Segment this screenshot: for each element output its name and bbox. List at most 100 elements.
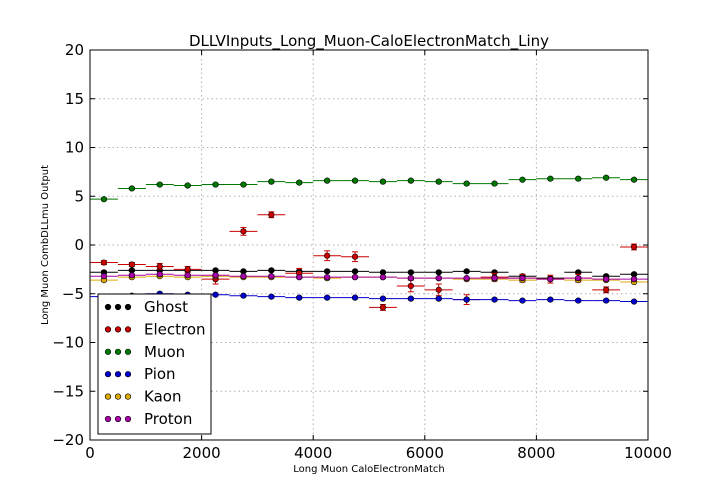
data-point — [463, 268, 470, 275]
legend-marker — [104, 303, 112, 311]
data-point — [407, 177, 414, 184]
data-point — [379, 274, 387, 281]
legend-marker — [114, 303, 122, 311]
data-point — [630, 298, 638, 305]
data-point — [435, 275, 442, 282]
data-point — [407, 295, 414, 302]
data-point — [435, 269, 442, 276]
data-point — [351, 268, 359, 275]
data-point — [519, 176, 526, 183]
data-point — [240, 228, 247, 235]
legend-marker — [104, 393, 112, 400]
legend-item-ghost: Ghost — [104, 298, 188, 316]
data-point — [379, 295, 387, 302]
data-point — [128, 261, 135, 268]
data-point — [268, 211, 275, 218]
legend-marker — [124, 326, 132, 333]
data-point — [603, 286, 610, 293]
data-point — [547, 276, 554, 283]
data-point — [268, 267, 275, 274]
legend-marker — [104, 348, 112, 355]
data-point — [407, 282, 414, 290]
legend-item-electron: Electron — [104, 320, 206, 338]
x-tick-label: 10000 — [624, 444, 672, 462]
data-point — [128, 272, 135, 279]
data-point — [575, 275, 582, 282]
data-point — [156, 263, 163, 270]
data-point — [324, 274, 331, 281]
data-point — [184, 272, 191, 279]
y-axis-label: Long Muon CombDLLmu Output — [40, 165, 51, 325]
x-axis-label: Long Muon CaloElectronMatch — [293, 464, 445, 475]
data-point — [240, 181, 247, 188]
y-tick-label: 0 — [74, 236, 84, 254]
data-point — [268, 178, 275, 185]
data-point — [351, 294, 359, 301]
series-proton — [90, 271, 648, 283]
x-tick-label: 6000 — [406, 444, 444, 462]
data-point — [100, 196, 108, 203]
data-point — [212, 181, 219, 188]
data-point — [100, 273, 108, 280]
legend-label: Electron — [144, 320, 206, 338]
data-point — [156, 181, 163, 188]
data-point — [547, 296, 554, 303]
data-point — [184, 266, 191, 273]
data-point — [324, 294, 331, 301]
x-tick-label: 2000 — [183, 444, 221, 462]
data-point — [212, 291, 219, 298]
y-tick-label: 10 — [65, 139, 84, 157]
data-point — [184, 182, 191, 189]
data-point — [630, 176, 638, 183]
y-tick-label: −5 — [62, 285, 84, 303]
legend-marker — [114, 371, 122, 378]
data-point — [268, 293, 275, 300]
legend-marker — [114, 326, 122, 333]
y-tick-label: 20 — [65, 41, 84, 59]
data-point — [351, 177, 359, 184]
data-point — [351, 274, 359, 281]
legend-marker — [104, 371, 112, 378]
legend-marker — [104, 326, 112, 333]
y-tick-label: −15 — [52, 382, 84, 400]
y-tick-label: 5 — [74, 187, 84, 205]
data-point — [379, 304, 387, 311]
legend-marker — [114, 393, 122, 400]
x-tick-label: 4000 — [294, 444, 332, 462]
data-point — [630, 243, 638, 251]
x-tick-label: 8000 — [517, 444, 555, 462]
data-point — [491, 296, 498, 303]
data-point — [463, 275, 470, 282]
y-tick-label: −10 — [52, 334, 84, 352]
data-point — [519, 297, 526, 304]
data-point — [519, 275, 526, 282]
data-point — [128, 185, 135, 192]
legend-marker — [104, 415, 112, 423]
chart-title: DLLVInputs_Long_Muon-CaloElectronMatch_L… — [189, 32, 549, 51]
data-point — [491, 275, 498, 282]
data-point — [268, 273, 275, 280]
legend-marker — [124, 303, 132, 311]
data-point — [296, 294, 303, 301]
legend-label: Kaon — [144, 388, 181, 406]
legend-label: Ghost — [144, 298, 188, 316]
y-tick-label: −20 — [52, 431, 84, 449]
data-point — [463, 296, 470, 303]
data-point — [630, 276, 638, 283]
data-point — [463, 180, 470, 187]
legend-marker — [124, 415, 132, 423]
data-point — [156, 271, 163, 278]
data-point — [351, 253, 359, 260]
data-point — [491, 180, 498, 187]
x-tick-label: 0 — [85, 444, 95, 462]
legend-box — [97, 293, 212, 435]
data-point — [435, 286, 442, 293]
data-point — [296, 274, 303, 281]
data-point — [379, 178, 387, 185]
data-point — [296, 179, 303, 186]
data-point — [603, 276, 610, 283]
legend-marker — [124, 393, 132, 400]
data-point — [547, 175, 554, 182]
axis-ticks: 0 2000 4000 6000 8000 10000 20 15 10 5 0 −5 −10 −15 −2… — [52, 41, 672, 462]
